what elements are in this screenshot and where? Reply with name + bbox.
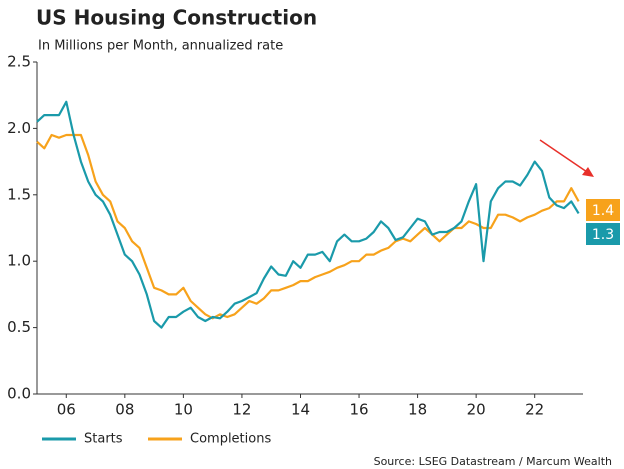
- legend-label: Starts: [84, 432, 123, 447]
- source: Source: LSEG Datastream / Marcum Wealth: [374, 455, 612, 468]
- end-label: 1.4: [592, 203, 614, 219]
- y-tick-label: 2.0: [7, 119, 31, 137]
- y-tick-label: 1.5: [7, 185, 31, 203]
- annotation-arrow: [539, 139, 591, 175]
- y-tick-label: 2.5: [7, 53, 31, 71]
- chart-title: US Housing Construction: [36, 6, 317, 30]
- x-tick-label: 14: [291, 401, 310, 419]
- end-label-box: [586, 199, 620, 221]
- chart-subtitle: In Millions per Month, annualized rate: [38, 39, 283, 54]
- end-label: 1.3: [592, 227, 614, 243]
- legend-label: Completions: [190, 432, 271, 447]
- end-label-box: [586, 223, 620, 245]
- x-tick-label: 08: [115, 401, 134, 419]
- x-tick-label: 20: [467, 401, 486, 419]
- y-tick-label: 0.0: [7, 385, 31, 403]
- x-tick-label: 18: [408, 401, 427, 419]
- x-tick-label: 06: [57, 401, 76, 419]
- y-tick-label: 0.5: [7, 318, 31, 336]
- x-tick-label: 16: [349, 401, 368, 419]
- x-tick-label: 10: [174, 401, 193, 419]
- x-tick-label: 12: [232, 401, 251, 419]
- series-line: [36, 133, 580, 320]
- annotation-arrowhead: [582, 167, 594, 177]
- series-line: [36, 100, 580, 329]
- y-tick-label: 1.0: [7, 252, 31, 270]
- x-tick-label: 22: [525, 401, 544, 419]
